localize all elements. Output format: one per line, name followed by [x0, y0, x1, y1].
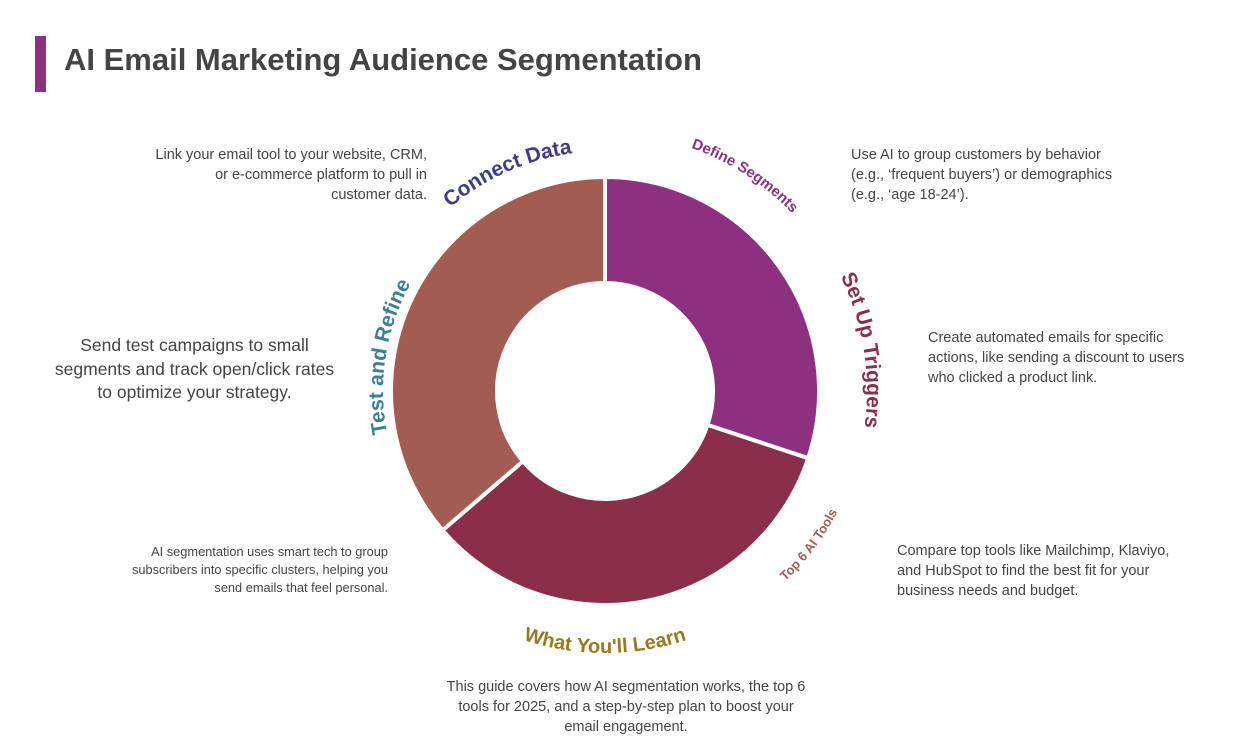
page-title: AI Email Marketing Audience Segmentation — [64, 42, 702, 77]
node-label-text: Set Up Triggers — [836, 269, 885, 430]
node-label-text: Top 6 AI Tools — [777, 506, 840, 583]
segment — [389, 174, 607, 534]
note: AI segmentation uses smart tech to group… — [131, 544, 388, 595]
node-description: Compare top tools like Mailchimp, Klaviy… — [897, 543, 1170, 599]
node-description: Create automated emails for specific act… — [928, 330, 1185, 386]
node-label: Set Up Triggers — [836, 269, 885, 430]
node-description: Link your email tool to your website, CR… — [155, 147, 427, 203]
node-label: What You'll Learn — [522, 624, 689, 658]
segment — [603, 174, 821, 461]
node-description: Send test campaigns to small segments an… — [54, 335, 335, 402]
title-accent — [35, 36, 46, 92]
node-description: This guide covers how AI segmentation wo… — [446, 679, 806, 735]
node-description: Use AI to group customers by behavior (e… — [851, 147, 1113, 203]
node-label: Top 6 AI Tools — [777, 506, 840, 583]
node-label-text: What You'll Learn — [522, 624, 689, 658]
segment — [439, 422, 811, 607]
